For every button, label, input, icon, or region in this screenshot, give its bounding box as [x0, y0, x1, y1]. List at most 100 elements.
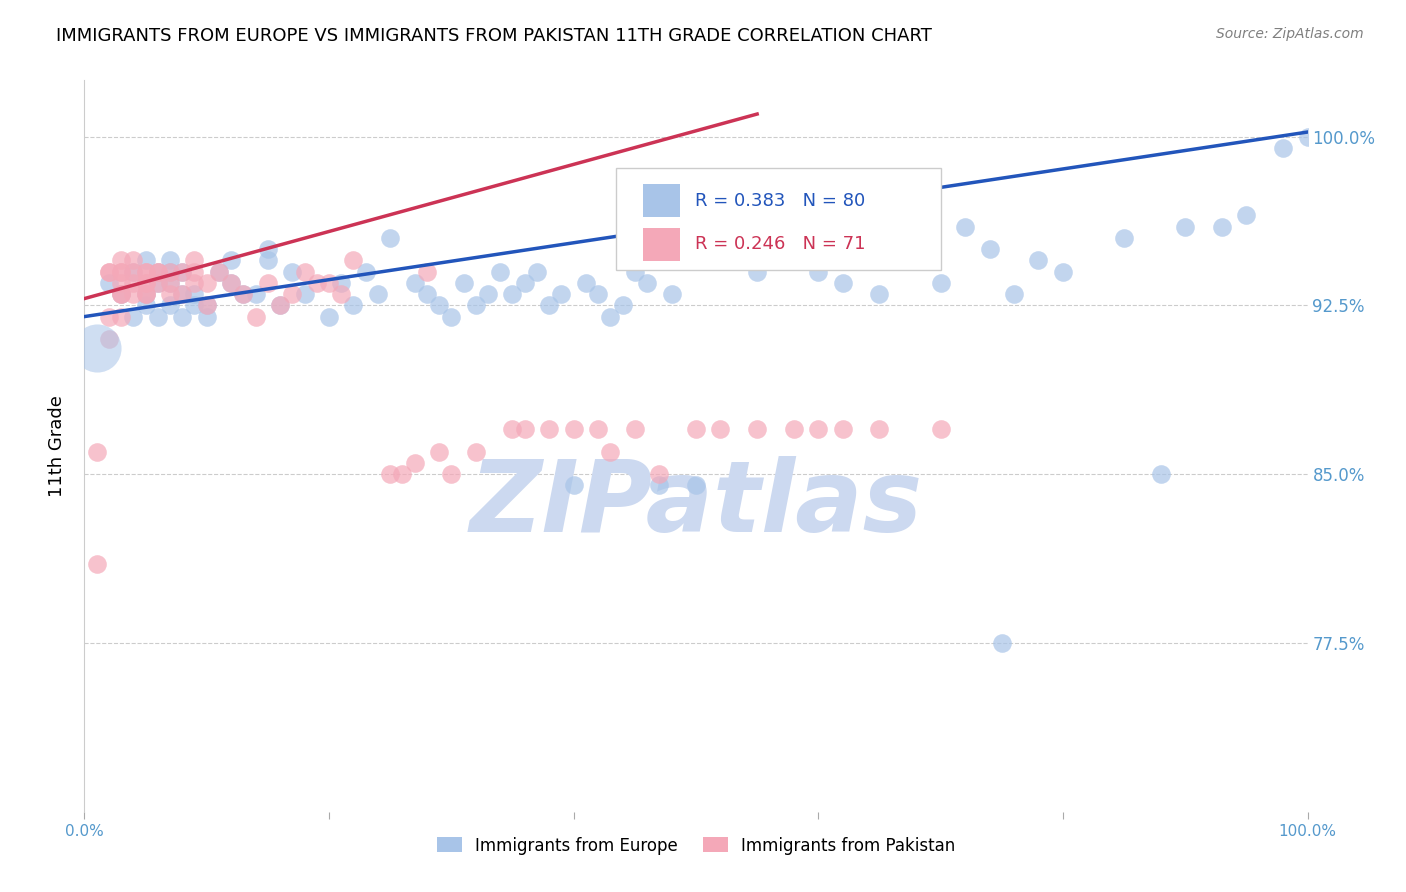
Point	[172, 310, 194, 324]
Point	[575, 276, 598, 290]
Point	[367, 287, 389, 301]
Point	[599, 310, 621, 324]
Point	[159, 276, 181, 290]
Point	[538, 422, 561, 436]
Point	[195, 276, 218, 290]
Point	[380, 231, 402, 245]
Point	[146, 264, 169, 278]
Point	[685, 422, 707, 436]
Point	[747, 264, 769, 278]
Point	[135, 264, 157, 278]
Point	[440, 467, 463, 482]
Point	[219, 276, 242, 290]
Point	[135, 276, 157, 290]
Point	[599, 444, 621, 458]
Point	[97, 264, 120, 278]
Y-axis label: 11th Grade: 11th Grade	[48, 395, 66, 497]
Point	[391, 467, 413, 482]
Point	[195, 310, 218, 324]
Point	[869, 422, 891, 436]
Point	[135, 298, 157, 312]
Point	[648, 467, 671, 482]
Point	[489, 264, 512, 278]
Point	[416, 264, 439, 278]
Point	[586, 287, 609, 301]
Point	[183, 264, 205, 278]
Point	[135, 264, 157, 278]
Point	[122, 264, 145, 278]
Point	[464, 444, 486, 458]
Point	[1174, 219, 1197, 234]
Point	[831, 276, 853, 290]
FancyBboxPatch shape	[616, 168, 941, 270]
Point	[342, 298, 364, 312]
Point	[807, 264, 830, 278]
Point	[1296, 129, 1319, 144]
Point	[979, 242, 1001, 256]
Point	[97, 310, 120, 324]
Point	[208, 264, 231, 278]
Point	[110, 253, 132, 268]
Point	[404, 456, 426, 470]
Point	[1236, 208, 1258, 222]
Point	[747, 422, 769, 436]
Point	[453, 276, 475, 290]
Point	[146, 276, 169, 290]
Point	[502, 287, 524, 301]
Text: R = 0.383   N = 80: R = 0.383 N = 80	[695, 192, 865, 210]
Point	[427, 298, 450, 312]
Point	[232, 287, 254, 301]
Point	[195, 298, 218, 312]
Point	[318, 276, 340, 290]
Point	[294, 264, 316, 278]
Point	[953, 219, 976, 234]
Point	[526, 264, 548, 278]
FancyBboxPatch shape	[644, 184, 681, 217]
Point	[135, 287, 157, 301]
Point	[159, 253, 181, 268]
Point	[354, 264, 377, 278]
Point	[110, 310, 132, 324]
Point	[807, 422, 830, 436]
Point	[97, 264, 120, 278]
Point	[159, 298, 181, 312]
Point	[685, 478, 707, 492]
Point	[86, 341, 108, 355]
Point	[257, 242, 280, 256]
Point	[135, 287, 157, 301]
Point	[110, 276, 132, 290]
Point	[991, 636, 1014, 650]
Point	[1272, 141, 1295, 155]
Point	[562, 478, 585, 492]
Point	[172, 287, 194, 301]
Point	[219, 276, 242, 290]
Point	[281, 287, 304, 301]
Point	[122, 310, 145, 324]
Point	[122, 276, 145, 290]
Point	[245, 287, 267, 301]
Point	[172, 264, 194, 278]
Point	[440, 310, 463, 324]
Point	[159, 276, 181, 290]
Point	[1211, 219, 1233, 234]
Point	[318, 310, 340, 324]
Point	[893, 242, 915, 256]
Point	[172, 287, 194, 301]
Point	[183, 253, 205, 268]
Point	[538, 298, 561, 312]
Point	[159, 264, 181, 278]
Point	[110, 287, 132, 301]
Text: IMMIGRANTS FROM EUROPE VS IMMIGRANTS FROM PAKISTAN 11TH GRADE CORRELATION CHART: IMMIGRANTS FROM EUROPE VS IMMIGRANTS FRO…	[56, 27, 932, 45]
Point	[330, 276, 353, 290]
Point	[624, 422, 647, 436]
Point	[257, 276, 280, 290]
Point	[135, 276, 157, 290]
Point	[146, 310, 169, 324]
Point	[294, 287, 316, 301]
Point	[648, 478, 671, 492]
Point	[612, 298, 634, 312]
Text: ZIPatlas: ZIPatlas	[470, 456, 922, 553]
Point	[661, 287, 683, 301]
Point	[550, 287, 572, 301]
Point	[172, 264, 194, 278]
